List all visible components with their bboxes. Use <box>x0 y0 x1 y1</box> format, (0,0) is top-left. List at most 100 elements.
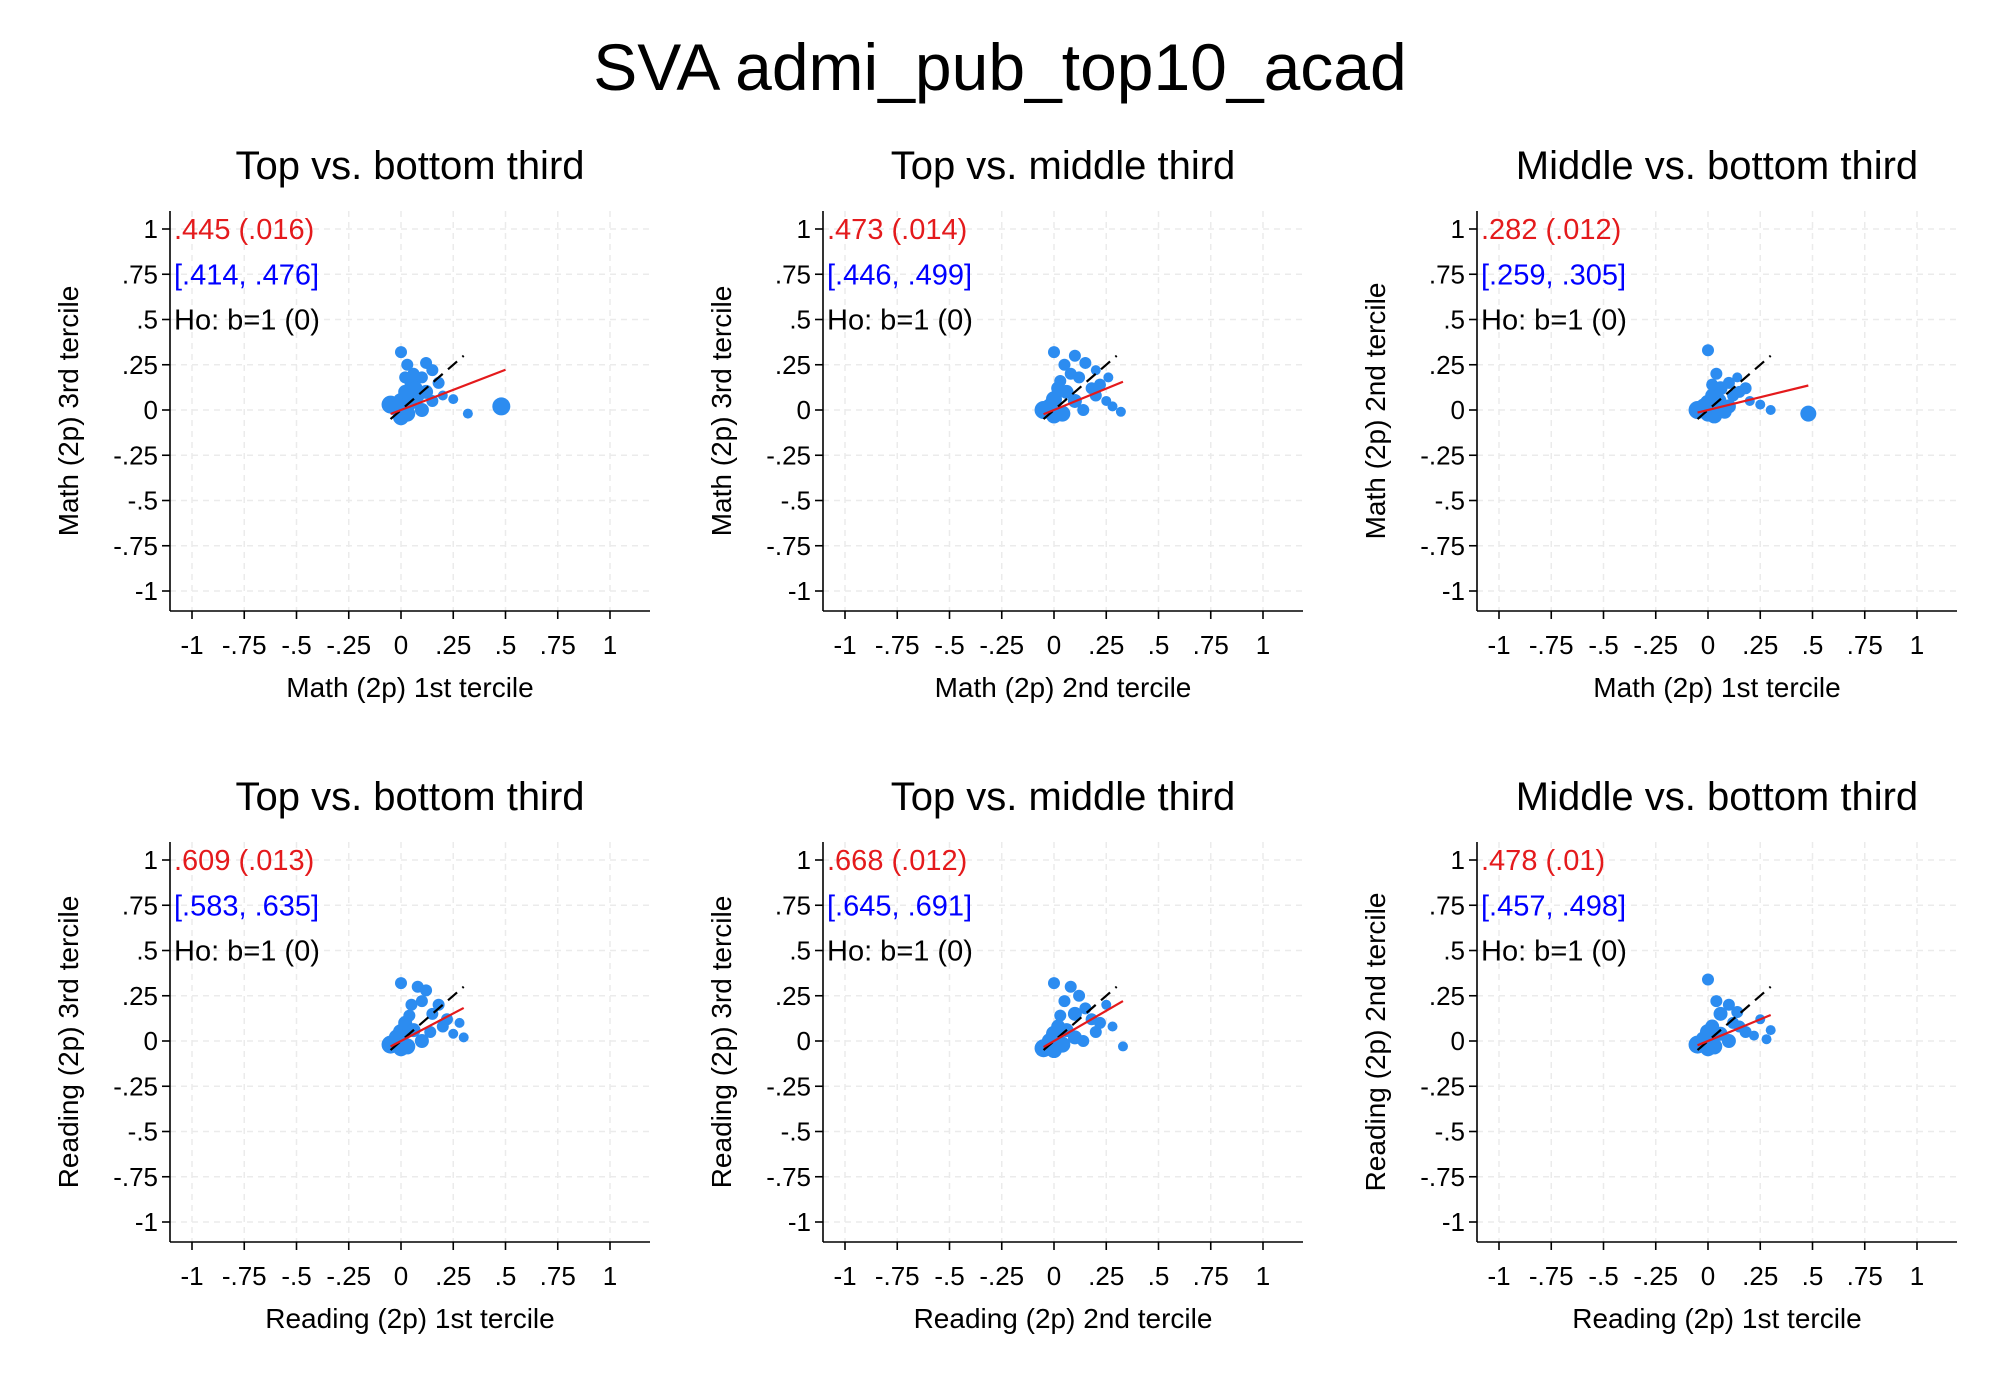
data-point <box>1731 1006 1744 1019</box>
data-point <box>415 371 428 384</box>
y-tick-label: .25 <box>1429 350 1465 380</box>
ci-annotation: [.259, .305] <box>1481 259 1626 291</box>
ci-annotation: [.414, .476] <box>174 259 319 291</box>
fit-line <box>1697 1014 1772 1047</box>
test-annotation: Ho: b=1 (0) <box>1481 305 1627 337</box>
data-point <box>1054 1009 1067 1022</box>
estimate-annotation: .473 (.014) <box>827 214 967 246</box>
x-tick-label: .5 <box>1802 630 1824 660</box>
x-axis-label: Math (2p) 2nd tercile <box>935 672 1192 703</box>
x-tick-label: -.25 <box>1633 1261 1678 1291</box>
y-tick-label: 0 <box>797 1026 811 1056</box>
y-tick-label: 0 <box>1451 1026 1465 1056</box>
points <box>1688 344 1817 424</box>
data-point <box>420 984 433 997</box>
figure-title: SVA admi_pub_top10_acad <box>593 30 1406 104</box>
ci-annotation: [.583, .635] <box>174 890 319 922</box>
data-point <box>395 977 407 990</box>
ci-annotation: [.645, .691] <box>827 890 972 922</box>
ci-annotation: [.446, .499] <box>827 259 972 291</box>
x-tick-label: 1 <box>603 630 617 660</box>
y-tick-label: -.5 <box>128 1117 158 1147</box>
y-axis-label: Reading (2p) 3rd tercile <box>53 896 84 1189</box>
y-tick-label: -.5 <box>1435 1117 1465 1147</box>
data-point <box>1722 998 1735 1011</box>
data-point <box>1710 367 1723 380</box>
y-tick-label: -1 <box>788 576 811 606</box>
x-tick-label: -1 <box>180 630 203 660</box>
panel-title: Middle vs. bottom third <box>1516 144 1918 188</box>
data-point <box>1068 349 1081 362</box>
y-tick-label: .25 <box>775 981 811 1011</box>
y-tick-label: 1 <box>1451 214 1465 244</box>
y-tick-label: -.25 <box>1420 440 1465 470</box>
data-point <box>1046 1042 1062 1059</box>
data-point <box>432 998 445 1011</box>
data-point <box>1093 378 1106 391</box>
y-tick-label: .5 <box>1443 305 1465 335</box>
fit-line <box>1042 1000 1124 1048</box>
x-tick-label: -.25 <box>326 1261 371 1291</box>
grid <box>823 211 1303 611</box>
data-point <box>1710 995 1723 1008</box>
data-point <box>414 403 429 417</box>
y-tick-label: .75 <box>122 890 158 920</box>
x-tick-label: .25 <box>435 1261 471 1291</box>
y-tick-label: -.75 <box>766 1162 811 1192</box>
x-tick-label: .75 <box>1193 630 1229 660</box>
y-tick-label: 1 <box>797 214 811 244</box>
panel-5: -1 -.75 -.5 -.25 0 .25 .5 .75 1 -1 -.75 -.5 -.25 0 .25… <box>706 775 1303 1334</box>
x-tick-label: -.75 <box>875 1261 920 1291</box>
data-point <box>1048 346 1060 359</box>
data-point <box>1115 406 1126 417</box>
data-point <box>399 371 412 384</box>
y-tick-label: -1 <box>788 1207 811 1237</box>
x-axis-label: Reading (2p) 1st tercile <box>1572 1303 1861 1334</box>
data-point <box>1077 1035 1090 1047</box>
y-tick-label: .25 <box>775 350 811 380</box>
data-point <box>424 1025 437 1038</box>
data-point <box>1093 1016 1106 1029</box>
y-tick-label: .5 <box>789 936 811 966</box>
y-tick-label: -.25 <box>1420 1071 1465 1101</box>
x-tick-label: .5 <box>495 1261 517 1291</box>
y-axis-label: Reading (2p) 2nd tercile <box>1360 893 1391 1192</box>
test-annotation: Ho: b=1 (0) <box>827 936 973 968</box>
data-point <box>408 381 423 396</box>
data-point <box>458 1032 469 1043</box>
test-annotation: Ho: b=1 (0) <box>174 305 320 337</box>
y-tick-label: -.25 <box>766 440 811 470</box>
x-tick-label: .25 <box>1088 630 1124 660</box>
x-tick-label: -1 <box>180 1261 203 1291</box>
x-tick-label: .75 <box>540 1261 576 1291</box>
y-tick-label: -.75 <box>766 531 811 561</box>
data-point <box>1079 356 1092 369</box>
y-tick-label: .75 <box>775 259 811 289</box>
test-annotation: Ho: b=1 (0) <box>174 936 320 968</box>
x-tick-label: .5 <box>1148 1261 1170 1291</box>
y-tick-label: 0 <box>797 395 811 425</box>
x-tick-label: .5 <box>1802 1261 1824 1291</box>
y-tick-label: 1 <box>144 214 158 244</box>
x-tick-label: 1 <box>1910 1261 1924 1291</box>
data-point <box>1058 995 1071 1008</box>
panel-2: -1 -.75 -.5 -.25 0 .25 .5 .75 1 -1 -.75 -.5 -.25 0 .25… <box>706 144 1303 703</box>
panel-title: Top vs. bottom third <box>235 144 584 188</box>
y-tick-label: -.75 <box>113 1162 158 1192</box>
x-tick-label: -1 <box>833 630 856 660</box>
x-tick-label: .5 <box>495 630 517 660</box>
x-tick-label: -.5 <box>1588 1261 1618 1291</box>
x-tick-label: -.25 <box>979 630 1024 660</box>
x-tick-label: -.75 <box>222 1261 267 1291</box>
x-tick-label: -.5 <box>281 1261 311 1291</box>
reference-line <box>389 354 465 420</box>
data-point <box>1721 399 1736 414</box>
data-point <box>1722 376 1735 389</box>
data-point <box>395 346 407 359</box>
y-tick-label: -.5 <box>128 486 158 516</box>
reference-line <box>1042 985 1118 1051</box>
y-tick-label: 0 <box>1451 395 1465 425</box>
x-axis-label: Reading (2p) 2nd tercile <box>914 1303 1213 1334</box>
x-tick-label: -.75 <box>1529 1261 1574 1291</box>
x-axis-label: Math (2p) 1st tercile <box>1593 672 1840 703</box>
